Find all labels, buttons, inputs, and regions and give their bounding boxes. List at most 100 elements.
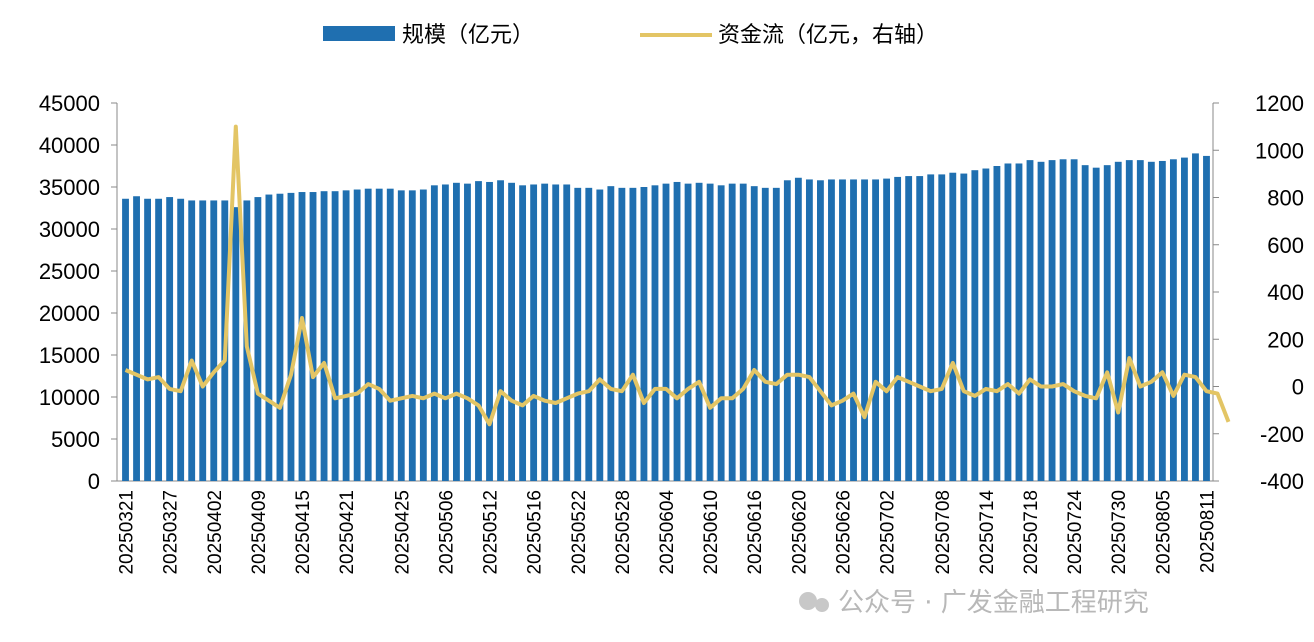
- x-tick-label: 20250327: [161, 490, 182, 575]
- left-axis-ticks: 0 5000 10000 15000 20000 25000 30000 35000 40000…: [39, 91, 117, 494]
- x-tick-label: 20250402: [205, 490, 226, 575]
- scale-bar: [155, 198, 163, 481]
- scale-bar: [673, 181, 681, 481]
- x-tick-label: 20250708: [933, 490, 954, 575]
- scale-bar: [188, 200, 196, 481]
- scale-bar: [927, 174, 935, 481]
- legend-bar-label: 规模（亿元）: [402, 23, 534, 48]
- scale-bar: [298, 192, 306, 482]
- scale-bar: [1158, 160, 1166, 481]
- scale-bar: [287, 192, 295, 481]
- left-tick-label: 10000: [39, 385, 100, 410]
- right-tick-label: 0: [1292, 375, 1304, 400]
- x-tick-label: 20250610: [701, 490, 722, 575]
- scale-bar: [1048, 160, 1056, 481]
- scale-bar: [772, 187, 780, 481]
- scale-bar: [695, 182, 703, 482]
- scale-bar: [938, 174, 946, 481]
- scale-bar: [386, 188, 394, 481]
- right-axis-ticks: -400 -200 0 200 400 600 800 1000 1200: [1213, 91, 1304, 494]
- scale-bar: [475, 181, 482, 481]
- x-tick-label: 20250528: [613, 490, 634, 575]
- scale-bar: [761, 187, 769, 481]
- scale-bars: [122, 153, 1210, 482]
- scale-bar: [309, 192, 317, 482]
- scale-bar: [783, 180, 791, 481]
- x-tick-label: 20250730: [1109, 490, 1130, 575]
- scale-bar: [651, 185, 659, 481]
- scale-bar: [453, 182, 460, 482]
- scale-bar: [342, 190, 350, 482]
- scale-bar: [662, 183, 670, 481]
- left-tick-label: 25000: [39, 259, 100, 284]
- scale-bar: [971, 170, 979, 481]
- scale-bar: [861, 179, 868, 481]
- right-tick-label: 1000: [1255, 138, 1304, 163]
- x-tick-label: 20250425: [392, 490, 413, 575]
- scale-bar: [122, 198, 129, 481]
- scale-bar: [144, 198, 151, 481]
- scale-bar: [817, 180, 824, 481]
- scale-bar: [1037, 161, 1045, 482]
- right-tick-label: 800: [1267, 186, 1304, 211]
- scale-bar: [397, 190, 405, 482]
- x-tick-label: 20250620: [789, 490, 810, 575]
- scale-bar: [717, 185, 725, 481]
- x-tick-label: 20250604: [657, 490, 678, 575]
- scale-bar: [1070, 159, 1078, 481]
- scale-bar: [1125, 160, 1133, 481]
- left-tick-label: 35000: [39, 175, 100, 200]
- watermark: 公众号 · 广发金融工程研究: [799, 588, 1149, 618]
- right-tick-label: 1200: [1255, 91, 1304, 116]
- x-tick-label: 20250421: [337, 490, 358, 575]
- x-tick-label: 20250409: [249, 490, 270, 575]
- right-tick-label: -400: [1260, 469, 1304, 494]
- scale-bar: [839, 179, 846, 481]
- scale-bar: [441, 184, 449, 482]
- right-tick-label: 400: [1267, 280, 1304, 305]
- scale-bar: [1147, 161, 1155, 482]
- scale-bar: [419, 189, 427, 481]
- scale-bar: [430, 185, 438, 481]
- scale-bar: [629, 187, 637, 481]
- left-tick-label: 45000: [39, 91, 100, 116]
- scale-bar: [464, 183, 471, 481]
- scale-bar: [1092, 167, 1100, 481]
- right-tick-label: 600: [1267, 233, 1304, 258]
- legend-line-label: 资金流（亿元，右轴）: [718, 23, 938, 48]
- x-tick-label: 20250616: [745, 490, 766, 575]
- scale-bar: [331, 191, 339, 481]
- flow-line-layer: [124, 124, 1231, 427]
- scale-bar: [1192, 153, 1199, 481]
- scale-bar: [850, 179, 857, 481]
- scale-bar: [563, 184, 571, 482]
- scale-bar: [728, 183, 736, 481]
- left-tick-label: 15000: [39, 343, 100, 368]
- scale-bar: [618, 187, 626, 481]
- watermark-text: 公众号 · 广发金融工程研究: [838, 588, 1149, 618]
- scale-bar: [408, 190, 416, 482]
- x-tick-label: 20250516: [525, 490, 546, 575]
- scale-bar: [133, 196, 140, 482]
- left-tick-label: 30000: [39, 217, 100, 242]
- scale-bar: [1103, 165, 1111, 481]
- scale-bar: [883, 178, 891, 481]
- scale-bar: [530, 184, 538, 482]
- x-tick-label: 20250512: [481, 490, 502, 575]
- x-tick-label: 20250321: [117, 490, 138, 575]
- x-tick-label: 20250714: [977, 490, 998, 575]
- x-tick-label: 20250626: [833, 490, 854, 575]
- scale-bar: [1169, 159, 1177, 481]
- scale-bar: [596, 189, 604, 481]
- scale-bar: [497, 180, 504, 481]
- scale-bar: [1203, 155, 1210, 482]
- scale-bar: [1026, 160, 1034, 481]
- scale-bar: [210, 200, 218, 481]
- scale-bar: [828, 179, 835, 481]
- scale-bar: [1181, 157, 1188, 481]
- scale-bar: [794, 177, 802, 481]
- scale-bar: [1136, 160, 1144, 481]
- left-tick-label: 20000: [39, 301, 100, 326]
- scale-bar: [1015, 163, 1023, 482]
